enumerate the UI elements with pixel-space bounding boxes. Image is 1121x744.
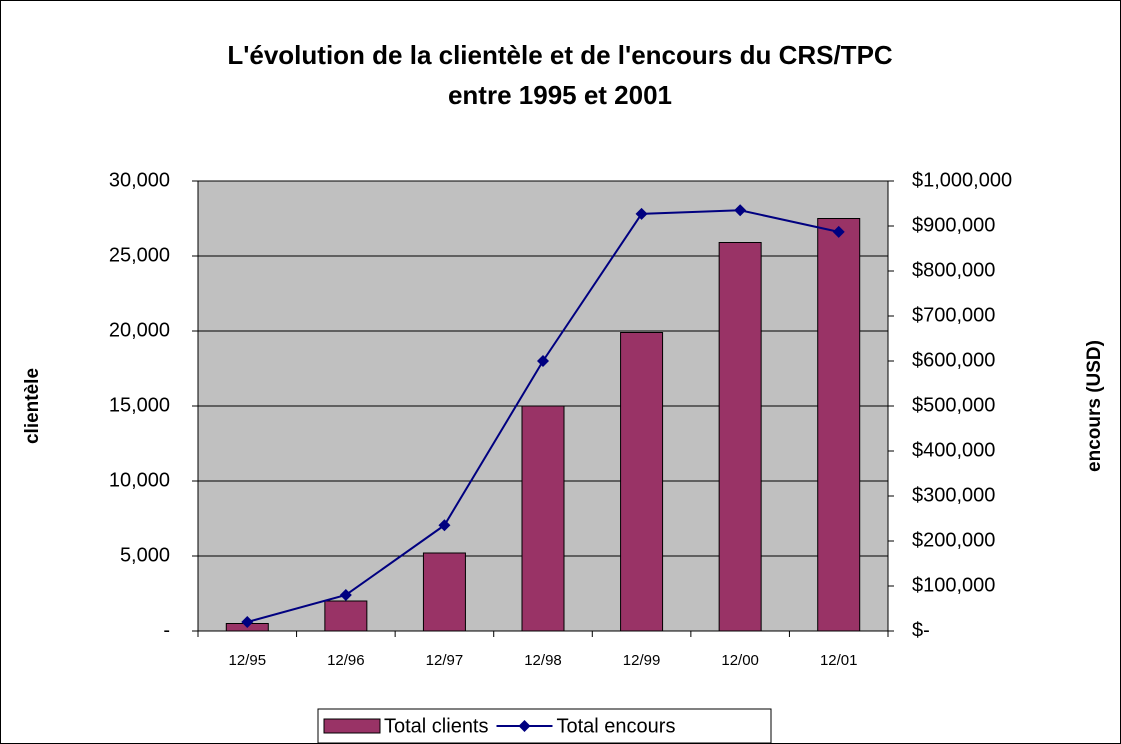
y2-tick-label: $1,000,000 [912,169,1012,191]
y2-tick-label: $800,000 [912,259,995,281]
x-tick-label: 12/01 [820,652,858,669]
y2-tick-label: $- [912,619,930,641]
marker [241,616,254,628]
marker [635,207,648,220]
bar [324,600,368,632]
y2-tick-label: $500,000 [912,394,995,416]
bar [620,332,664,632]
y-tick-label: 20,000 [109,319,170,341]
marker [832,225,845,238]
marker [537,355,549,367]
y-tick-label: 25,000 [109,244,170,266]
y-tick-label: 15,000 [109,394,170,416]
bar [718,242,762,632]
x-tick-label: 12/97 [426,652,464,669]
x-tick-label: 12/99 [623,652,661,669]
x-tick-label: 12/98 [524,652,562,669]
y-axis-label: clientèle [22,368,43,444]
x-tick-label: 12/00 [721,652,759,669]
y2-tick-label: $400,000 [912,439,995,461]
y-tick-label: 30,000 [109,169,170,191]
marker [339,589,352,601]
y2-axis-label: encours (USD) [1084,340,1105,472]
x-tick-label: 12/96 [327,652,365,669]
legend-swatch [323,718,381,734]
y2-tick-label: $300,000 [912,484,995,506]
bar [521,405,565,632]
y-tick-label: 10,000 [109,469,170,491]
y2-tick-label: $200,000 [912,529,995,551]
y2-tick-label: $600,000 [912,349,995,371]
marker [438,519,451,532]
bar [817,218,861,632]
legend-label: Total encours [557,715,676,737]
bar [422,552,466,632]
y-tick-label: - [163,619,170,641]
chart-title: entre 1995 et 2001 [448,80,672,110]
x-tick-label: 12/95 [229,652,267,669]
legend-label: Total clients [384,715,489,737]
legend-marker [518,720,531,732]
chart-title: L'évolution de la clientèle et de l'enco… [227,40,893,70]
y2-tick-label: $700,000 [912,304,995,326]
y2-tick-label: $100,000 [912,574,995,596]
y-tick-label: 5,000 [120,544,170,566]
marker [734,204,747,217]
y2-tick-label: $900,000 [912,214,995,236]
